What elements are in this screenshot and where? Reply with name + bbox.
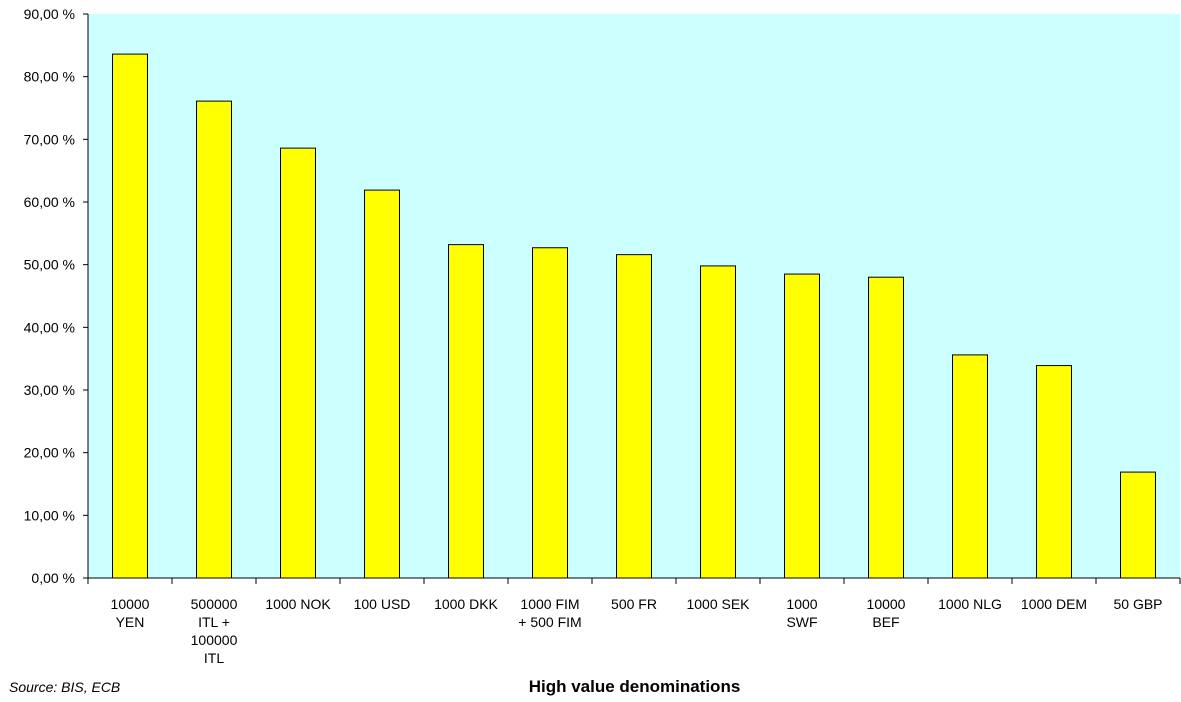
bar [1120,471,1156,579]
x-tick-label: 500 FR [611,596,657,612]
x-tick-label: 1000 DEM [1021,596,1087,612]
bar [616,254,652,579]
bar [196,100,232,579]
x-tick-label: 1000 SEK [686,596,750,612]
x-axis-title: High value denominations [528,677,741,696]
x-tick-label: 100 USD [354,596,411,612]
y-tick-label: 90,00 % [24,6,75,22]
y-tick-label: 30,00 % [24,382,75,398]
y-tick-label: 50,00 % [24,257,75,273]
y-tick-label: 40,00 % [24,319,75,335]
x-tick-label: 500000 ITL +100000 ITL [191,596,238,666]
x-tick-label: 10000 YEN [111,596,150,630]
bar [532,247,568,579]
y-tick-label: 20,00 % [24,445,75,461]
x-tick-label: 1000 DKK [434,596,498,612]
x-tick-label: 1000 SWF [786,596,817,630]
y-tick-label: 0,00 % [31,570,75,586]
x-tick-label: 1000 NOK [265,596,331,612]
x-tick-label: 50 GBP [1113,596,1162,612]
x-tick-label: 1000 NLG [938,596,1002,612]
y-tick-label: 60,00 % [24,194,75,210]
bar [952,354,988,579]
bar [1036,365,1072,579]
bar [700,265,736,579]
bar [868,276,904,579]
y-tick-label: 80,00 % [24,69,75,85]
x-tick-label: 1000 FIM + 500 FIM [518,596,581,630]
bar [448,244,484,579]
bar [784,273,820,579]
y-tick-label: 10,00 % [24,507,75,523]
bar [280,147,316,579]
bar [364,189,400,579]
x-tick-label: 10000 BEF [867,596,906,630]
bar [112,53,148,579]
y-tick-label: 70,00 % [24,131,75,147]
source-note: Source: BIS, ECB [9,679,121,695]
